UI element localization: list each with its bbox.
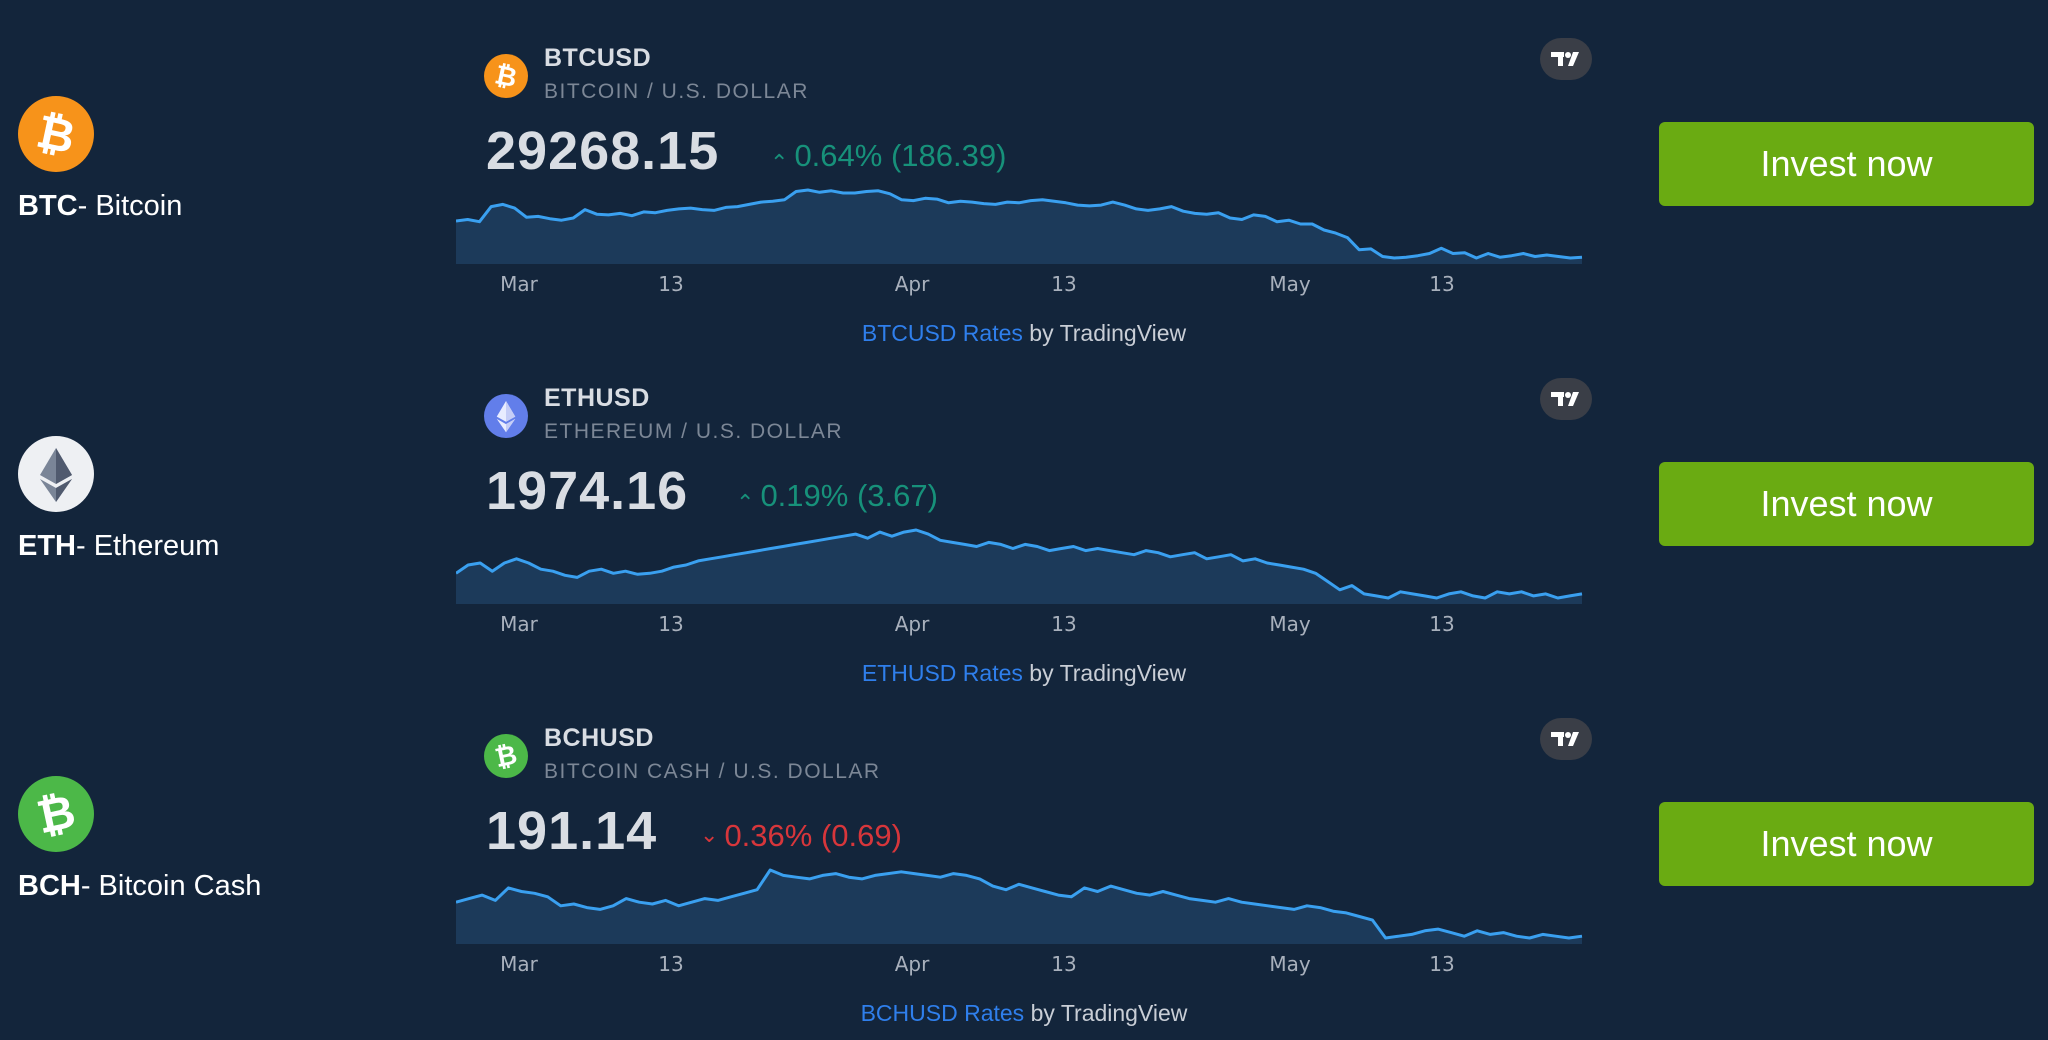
attribution-link[interactable]: BTCUSD Rates [861, 320, 1023, 346]
x-tick-label: Apr [894, 272, 930, 296]
x-tick-label: 13 [658, 272, 684, 296]
coin-label: BCH- Bitcoin Cash [18, 870, 261, 903]
widget-pair-name: BITCOIN CASH / U.S. DOLLAR [544, 760, 881, 783]
attribution-link[interactable]: ETHUSD Rates [861, 660, 1023, 686]
tradingview-widget[interactable]: ₿ BCHUSD BITCOIN CASH / U.S. DOLLAR 191.14 ⌄… [456, 700, 1592, 1040]
x-tick-label: May [1269, 952, 1311, 976]
x-tick-label: 13 [1051, 612, 1077, 636]
ethereum-icon [18, 436, 94, 512]
tradingview-logo-icon[interactable] [1540, 718, 1592, 760]
x-tick-label: Mar [500, 952, 538, 976]
coin-ticker: BCH [18, 870, 81, 902]
crypto-row-bch: ₿ BCH- Bitcoin Cash ₿ BCHUSD BITCOIN CASH / … [0, 700, 2048, 1040]
bitcoin-icon: ₿ [18, 96, 94, 172]
widget-symbol[interactable]: ETHUSD [544, 384, 650, 412]
widget-change: ⌄ 0.36% (0.69) [700, 818, 902, 854]
widget-pair-name: BITCOIN / U.S. DOLLAR [544, 80, 809, 103]
widget-bitcoin-icon: ₿ [484, 54, 528, 98]
tradingview-widget[interactable]: ETHUSD ETHEREUM / U.S. DOLLAR 1974.16 ⌃ 0.19… [456, 360, 1592, 700]
price-chart[interactable] [456, 180, 1592, 264]
tradingview-logo-icon[interactable] [1540, 38, 1592, 80]
widget-pair-name: ETHEREUM / U.S. DOLLAR [544, 420, 844, 443]
attribution-text: by TradingView [1024, 1000, 1188, 1026]
x-tick-label: 13 [1429, 272, 1455, 296]
coin-label: BTC- Bitcoin [18, 190, 182, 223]
widget-price: 29268.15 [486, 121, 720, 181]
widget-bitcoin-cash-icon: ₿ [484, 734, 528, 778]
coin-name: - Bitcoin Cash [80, 870, 262, 902]
arrow-up-icon: ⌃ [736, 490, 755, 515]
widget-price: 191.14 [486, 801, 658, 861]
attribution: ETHUSD Rates by TradingView [456, 660, 1592, 687]
bitcoin-cash-icon: ₿ [18, 776, 94, 852]
attribution-text: by TradingView [1022, 660, 1187, 686]
arrow-up-icon: ⌃ [770, 150, 789, 175]
x-tick-label: 13 [658, 612, 684, 636]
chart-series-line [456, 188, 1583, 260]
arrow-down-icon: ⌄ [700, 822, 719, 847]
x-tick-label: Mar [500, 272, 538, 296]
widget-symbol[interactable]: BTCUSD [544, 44, 652, 72]
invest-now-button[interactable]: Invest now [1659, 462, 2034, 546]
coin-name: - Bitcoin [77, 190, 183, 222]
widget-change-value: 0.64% (186.39) [794, 138, 1007, 173]
coin-name: - Ethereum [76, 530, 220, 562]
coin-ticker: ETH [18, 530, 76, 562]
tradingview-widget[interactable]: ₿ BTCUSD BITCOIN / U.S. DOLLAR 29268.15 ⌃ 0.6… [456, 20, 1592, 360]
invest-now-button[interactable]: Invest now [1659, 122, 2034, 206]
x-tick-label: 13 [1051, 952, 1077, 976]
crypto-row-eth: ETH- Ethereum ETHUSD ETHEREUM / U.S. DOLLA… [0, 360, 2048, 700]
widget-ethereum-icon [484, 394, 528, 438]
widget-symbol[interactable]: BCHUSD [544, 724, 654, 752]
attribution: BCHUSD Rates by TradingView [456, 1000, 1592, 1027]
widget-change-value: 0.19% (3.67) [760, 478, 938, 513]
attribution-link[interactable]: BCHUSD Rates [860, 1000, 1025, 1026]
chart-area-fill [456, 190, 1582, 264]
coin-ticker: BTC [18, 190, 78, 222]
x-tick-label: 13 [1051, 272, 1077, 296]
price-chart[interactable] [456, 520, 1592, 604]
x-tick-label: Apr [894, 612, 930, 636]
chart-series-line [456, 868, 1583, 940]
x-tick-label: 13 [1429, 612, 1455, 636]
x-tick-label: 13 [1429, 952, 1455, 976]
x-tick-label: Mar [500, 612, 538, 636]
chart-area-fill [456, 870, 1582, 944]
widget-change-value: 0.36% (0.69) [724, 818, 902, 853]
x-tick-label: May [1269, 612, 1311, 636]
widget-change: ⌃ 0.19% (3.67) [736, 478, 938, 515]
attribution-text: by TradingView [1022, 320, 1187, 346]
invest-now-button[interactable]: Invest now [1659, 802, 2034, 886]
x-tick-label: May [1269, 272, 1311, 296]
crypto-row-btc: ₿ BTC- Bitcoin ₿ BTCUSD BITCOIN / U.S. DOLLA… [0, 20, 2048, 360]
price-chart[interactable] [456, 860, 1592, 944]
x-tick-label: Apr [894, 952, 930, 976]
tradingview-logo-icon[interactable] [1540, 378, 1592, 420]
x-tick-label: 13 [658, 952, 684, 976]
widget-price: 1974.16 [486, 461, 689, 521]
widget-change: ⌃ 0.64% (186.39) [770, 138, 1007, 175]
chart-series-line [456, 528, 1583, 600]
coin-label: ETH- Ethereum [18, 530, 219, 563]
chart-area-fill [456, 530, 1582, 604]
attribution: BTCUSD Rates by TradingView [456, 320, 1592, 347]
